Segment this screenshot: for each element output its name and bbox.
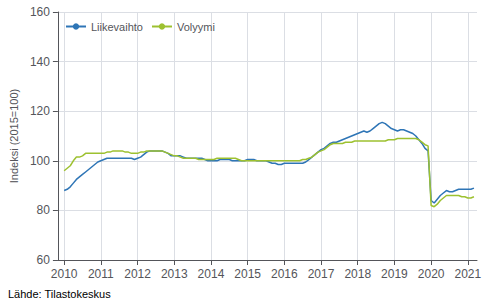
svg-text:Lähde: Tilastokeskus: Lähde: Tilastokeskus <box>8 288 111 300</box>
svg-text:80: 80 <box>37 203 51 217</box>
svg-text:Volyymi: Volyymi <box>177 21 215 33</box>
svg-text:2013: 2013 <box>161 267 188 281</box>
svg-text:Indeksi (2015=100): Indeksi (2015=100) <box>8 89 20 183</box>
svg-text:60: 60 <box>37 253 51 267</box>
svg-text:100: 100 <box>30 154 50 168</box>
svg-text:2018: 2018 <box>344 267 371 281</box>
svg-text:2021: 2021 <box>454 267 481 281</box>
svg-text:140: 140 <box>30 55 50 69</box>
svg-text:2020: 2020 <box>418 267 445 281</box>
svg-text:Liikevaihto: Liikevaihto <box>91 21 143 33</box>
svg-text:120: 120 <box>30 104 50 118</box>
svg-text:2016: 2016 <box>271 267 298 281</box>
svg-text:2019: 2019 <box>381 267 408 281</box>
svg-text:2015: 2015 <box>234 267 261 281</box>
svg-text:2012: 2012 <box>124 267 151 281</box>
svg-text:2017: 2017 <box>308 267 335 281</box>
svg-text:2010: 2010 <box>51 267 78 281</box>
svg-text:160: 160 <box>30 5 50 19</box>
svg-text:2011: 2011 <box>88 267 114 281</box>
svg-text:2014: 2014 <box>198 267 225 281</box>
